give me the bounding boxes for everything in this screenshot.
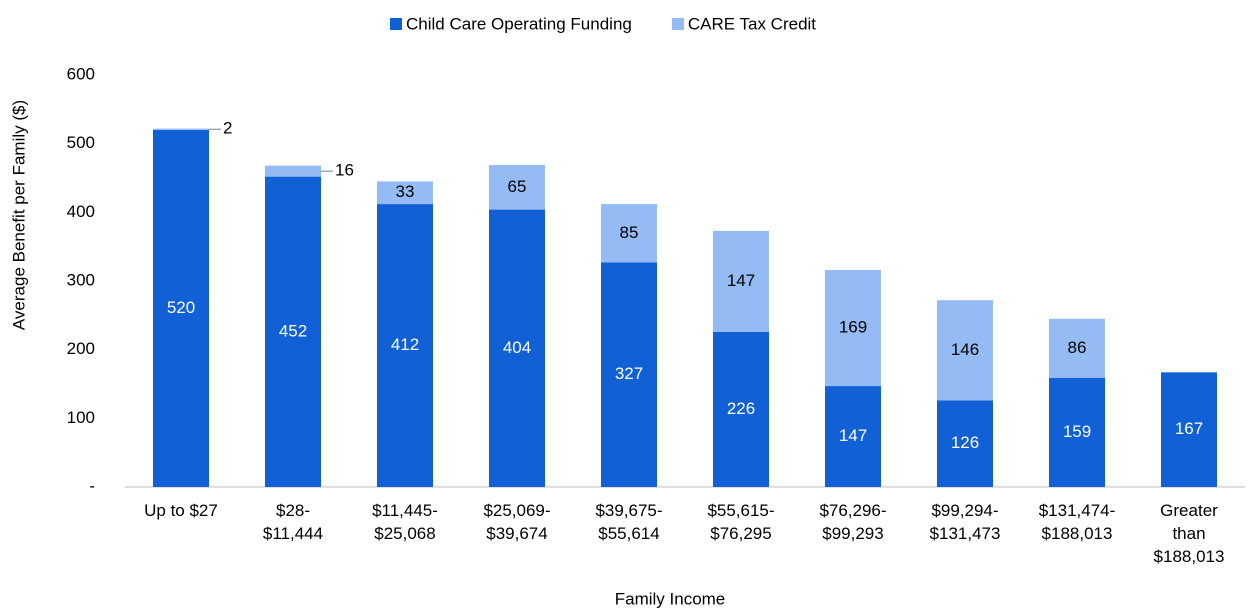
bar-segment [153, 129, 209, 487]
bar-segment [937, 300, 993, 401]
value-label: 33 [396, 182, 415, 201]
value-label: 169 [839, 318, 867, 337]
value-label: 327 [615, 364, 643, 383]
x-tick-label: $76,296- $99,293 [819, 501, 886, 543]
bar-segment [153, 128, 209, 130]
x-tick-line: $28- [276, 501, 310, 520]
x-tick-label: $11,445- $25,068 [372, 501, 438, 543]
value-label: 520 [167, 298, 195, 317]
bar-segment [1049, 377, 1105, 487]
value-label: 167 [1175, 419, 1203, 438]
y-tick-label: 200 [67, 339, 95, 358]
x-tick-line: $39,674 [486, 524, 547, 543]
bar-segment [265, 176, 321, 488]
bar-segment [377, 204, 433, 488]
x-tick-line: $39,675- [595, 501, 662, 520]
x-tick-line: $55,614 [598, 524, 659, 543]
value-label: 452 [279, 321, 307, 340]
x-tick-line: $131,474- [1039, 501, 1116, 520]
value-label: 2 [223, 119, 232, 138]
x-tick-line: $25,068 [374, 524, 435, 543]
legend-label: Child Care Operating Funding [406, 14, 632, 33]
x-tick-line: Greater [1160, 501, 1218, 520]
x-tick-line: $55,615- [707, 501, 774, 520]
bar-segment [713, 331, 769, 487]
x-tick-line: $25,069- [483, 501, 550, 520]
x-tick-line: than [1172, 524, 1205, 543]
bar-segment [713, 230, 769, 332]
value-label: 226 [727, 399, 755, 418]
value-label: 147 [727, 271, 755, 290]
value-label: 404 [503, 338, 531, 357]
x-tick-label: $131,474- $188,013 [1039, 501, 1116, 543]
value-label: 159 [1063, 422, 1091, 441]
value-label: 412 [391, 335, 419, 354]
x-tick-line: $131,473 [930, 524, 1001, 543]
value-label: 16 [335, 161, 354, 180]
bar-segment [489, 164, 545, 210]
bar-segment [601, 262, 657, 487]
y-tick-label: 300 [67, 270, 95, 289]
x-axis-title: Family Income [615, 589, 726, 608]
x-tick-label: Up to $27 [144, 501, 218, 520]
x-tick-line: Up to $27 [144, 501, 218, 520]
value-label: 126 [951, 433, 979, 452]
x-tick-line: $76,295 [710, 524, 771, 543]
bar-segment [377, 181, 433, 205]
legend-label: CARE Tax Credit [688, 14, 816, 33]
bar-segment [601, 204, 657, 263]
y-tick-label: 500 [67, 133, 95, 152]
bar-segment [1049, 318, 1105, 378]
bar-segment [937, 400, 993, 487]
x-tick-label: $99,294- $131,473 [930, 501, 1001, 543]
bar-segment [1161, 372, 1217, 487]
x-tick-label: Greater than $188,013 [1154, 501, 1225, 566]
x-tick-line: $188,013 [1042, 524, 1113, 543]
value-label: 86 [1068, 338, 1087, 357]
bar-segment [825, 270, 881, 387]
x-tick-line: $76,296- [819, 501, 886, 520]
x-tick-label: $39,675- $55,614 [595, 501, 662, 543]
y-tick-label: - [89, 476, 95, 495]
legend-swatch [671, 18, 684, 30]
bar-segment [825, 386, 881, 487]
y-tick-label: 600 [67, 64, 95, 83]
x-tick-line: $11,444 [263, 524, 323, 543]
y-axis-title: Average Benefit per Family ($) [9, 100, 28, 330]
x-tick-label: $55,615- $76,295 [707, 501, 774, 543]
value-label: 146 [951, 340, 979, 359]
x-tick-line: $99,293 [822, 524, 883, 543]
value-label: 85 [620, 223, 639, 242]
x-tick-line: $188,013 [1154, 547, 1225, 566]
x-tick-line: $99,294- [931, 501, 998, 520]
x-tick-line: $11,445- [372, 501, 438, 520]
x-tick-label: $25,069- $39,674 [483, 501, 550, 543]
x-tick-label: $28- $11,444 [263, 501, 323, 543]
bar-segment [489, 209, 545, 487]
legend-swatch [390, 18, 402, 30]
value-label: 65 [508, 177, 527, 196]
value-label: 147 [839, 426, 867, 445]
y-tick-label: 400 [67, 202, 95, 221]
bar-segment [265, 165, 321, 177]
y-tick-label: 100 [67, 408, 95, 427]
